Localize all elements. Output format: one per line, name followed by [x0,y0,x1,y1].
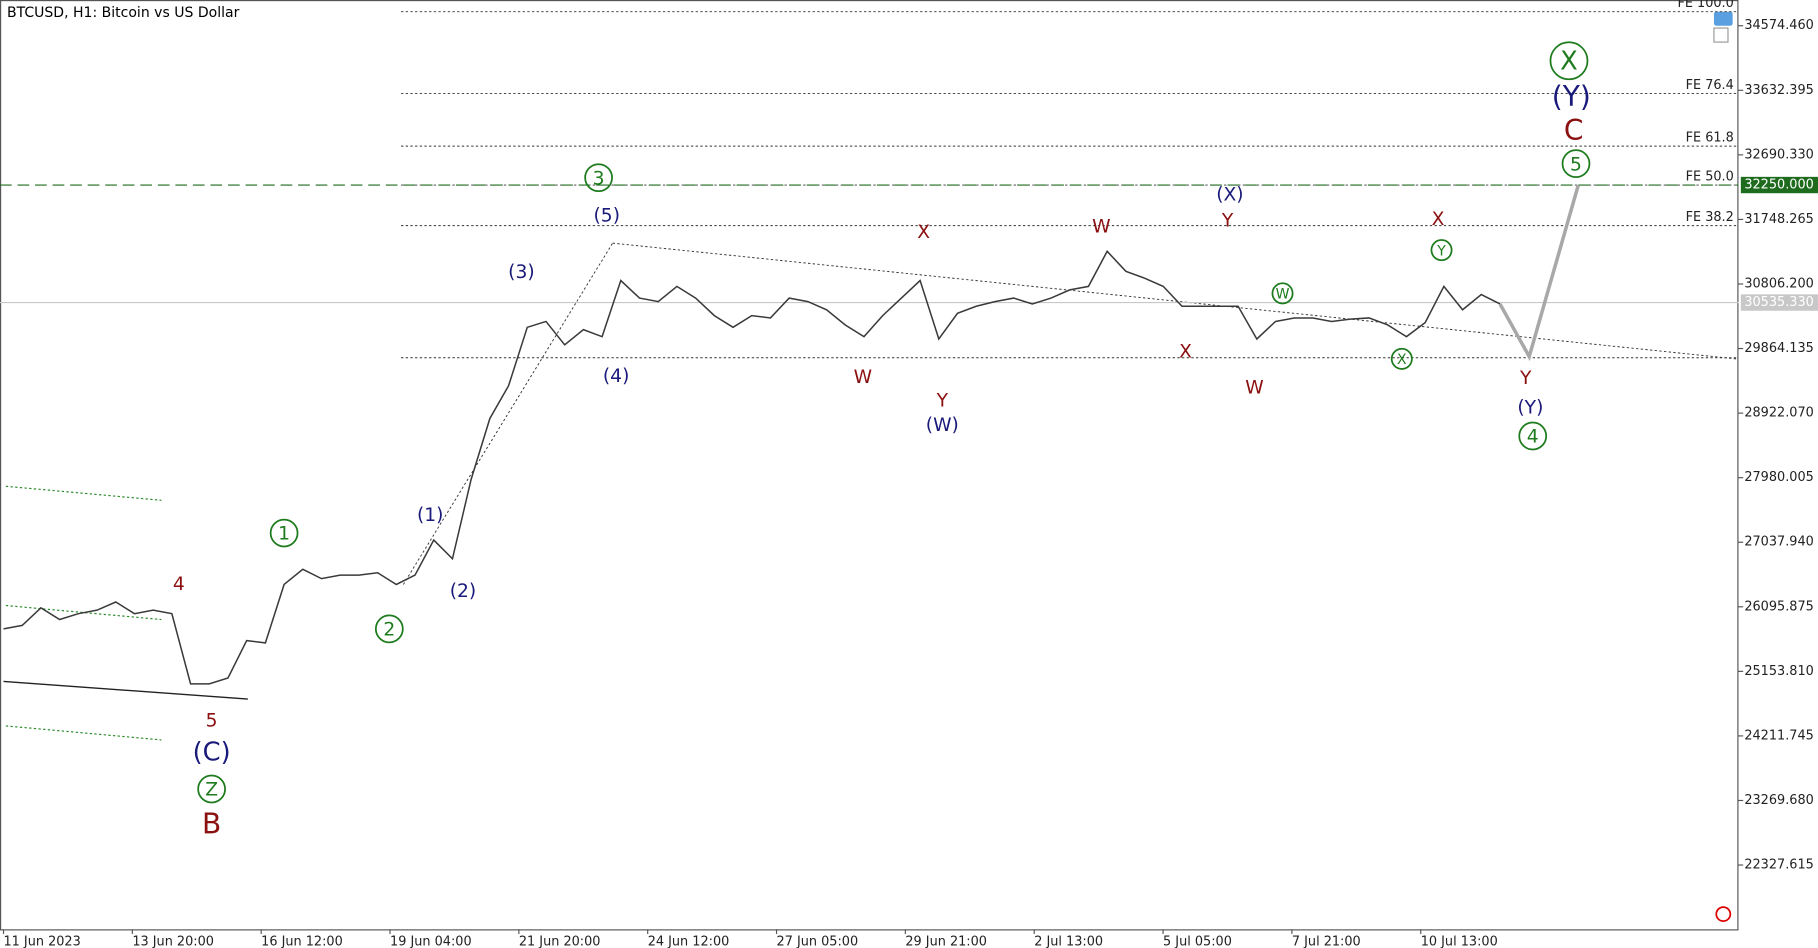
y-tick-label: 26095.875 [1744,599,1813,614]
wave-label: B [202,807,221,840]
y-tick-label: 32690.330 [1744,147,1813,162]
wave-label: X [1397,352,1407,368]
fib-label: FE 61.8 [1686,130,1734,145]
x-tick-label: 21 Jun 20:00 [519,935,601,948]
y-tick-label: 29864.135 [1744,341,1813,356]
x-tick-label: 11 Jun 2023 [4,935,81,948]
wave-circle [584,163,613,193]
price-label: 32250.000 [1744,178,1813,193]
x-tick-label: 13 Jun 20:00 [132,935,214,948]
wave-label: 3 [593,168,605,189]
wave-label: (5) [594,206,620,227]
y-tick-label: 25153.810 [1744,664,1813,679]
wave-label: (4) [603,366,629,387]
plot-border [0,0,1739,931]
icon[interactable] [1713,11,1733,26]
wave-label: W [1245,378,1263,399]
wave-label: 1 [278,524,290,545]
y-tick-label: 34574.460 [1744,18,1813,33]
y-tick-label: 30806.200 [1744,276,1813,291]
wave-circle [1271,282,1294,305]
wave-label: W [1276,287,1290,303]
fib-label: FE 100.0 [1677,0,1733,11]
wave-label: Y [1436,243,1446,259]
y-tick-label: 31748.265 [1744,212,1813,227]
wave-circle [374,614,404,644]
wave-label: (Y) [1552,80,1591,113]
y-tick-label: 23269.680 [1744,793,1813,808]
x-tick-label: 16 Jun 12:00 [261,935,343,948]
price-box [1740,176,1818,194]
x-tick-label: 5 Jul 05:00 [1163,935,1232,948]
wave-circle [197,774,226,804]
wave-circle [1561,149,1591,178]
wave-label: X [1432,209,1445,230]
wave-label: W [854,367,872,388]
wave-circle [1430,239,1453,262]
x-tick-label: 29 Jun 21:00 [905,935,987,948]
wave-label: (C) [193,737,231,767]
wave-circle [1390,347,1413,370]
fib-label: FE 50.0 [1686,169,1734,184]
projection [1498,184,1581,362]
trend-line [612,242,1737,360]
x-tick-label: 2 Jul 13:00 [1034,935,1103,948]
y-tick-label: 28922.070 [1744,406,1813,421]
wave-label: (2) [450,581,476,602]
wave-label: (1) [417,505,443,526]
trend-line [3,680,248,700]
wave-label: 2 [383,620,395,641]
wave-label: Z [205,780,218,801]
x-tick-label: 19 Jun 04:00 [390,935,472,948]
wave-label: (X) [1216,185,1243,206]
wave-label: X [1179,341,1192,362]
wave-label: 5 [206,711,218,732]
chart-title: BTCUSD, H1: Bitcoin vs US Dollar [7,5,240,21]
fib-label: FE 38.2 [1686,210,1734,225]
x-tick-label: 10 Jul 13:00 [1421,935,1498,948]
wave-label: Y [936,390,949,411]
wave-label: (Y) [1517,397,1543,418]
x-tick-label: 7 Jul 21:00 [1292,935,1361,948]
price-label: 30535.330 [1744,295,1813,310]
y-tick-label: 22327.615 [1744,858,1813,873]
y-tick-label: 27037.940 [1744,535,1813,550]
wave-circle [1549,41,1589,81]
wave-label: Y [1519,368,1532,389]
fib-label: FE 76.4 [1686,78,1734,93]
wave-circle [269,518,299,548]
wave-circle [1518,421,1548,451]
wave-label: (3) [508,262,534,283]
wave-label: 4 [173,574,185,595]
x-tick-label: 27 Jun 05:00 [777,935,859,948]
price-box [1740,294,1818,311]
y-tick-label: 33632.395 [1744,83,1813,98]
wave-label: C [1564,114,1584,147]
wave-label: 5 [1570,154,1582,175]
price-line-series [3,250,1501,685]
wave-label: Y [1221,210,1234,231]
x-tick-label: 24 Jun 12:00 [648,935,730,948]
wave-label: (W) [926,415,959,436]
wave-label: 4 [1527,427,1539,448]
y-tick-label: 24211.745 [1744,728,1813,743]
y-tick-label: 27980.005 [1744,470,1813,485]
trend-line [402,242,614,585]
wave-label: X [917,222,930,243]
wave-label: X [1560,46,1578,76]
icon[interactable] [1715,906,1732,922]
wave-label: W [1092,216,1110,237]
icon[interactable] [1713,27,1729,43]
